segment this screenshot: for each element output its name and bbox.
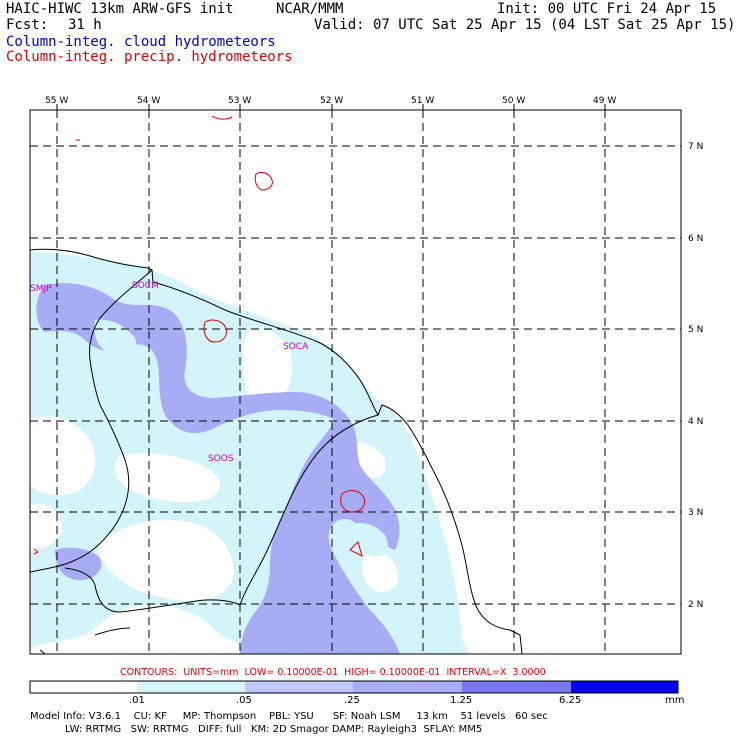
station-smjp: SMJP: [30, 284, 52, 294]
station-soca: SOCA: [283, 342, 309, 352]
lat-label-3n: 3 N: [688, 508, 703, 518]
lon-label-52w: 52 W: [320, 96, 343, 106]
lat-label-6n: 6 N: [688, 234, 703, 244]
lon-label-50w: 50 W: [502, 96, 525, 106]
model-info-line2: LW: RRTMG SW: RRTMG DIFF: full KM: 2D Sm…: [30, 724, 483, 735]
field-cloud-label: Column-integ. cloud hydrometeors: [6, 34, 276, 50]
forecast-hours: 31 h: [68, 17, 102, 33]
lat-label-4n: 4 N: [688, 417, 703, 427]
lon-label-55w: 55 W: [45, 96, 68, 106]
valid-time: Valid: 07 UTC Sat 25 Apr 15 (04 LST Sat …: [314, 17, 736, 33]
precip-contours: [33, 115, 365, 557]
lat-label-2n: 2 N: [688, 600, 703, 610]
colorbar-units: mm: [665, 695, 685, 706]
lon-label-54w: 54 W: [137, 96, 160, 106]
colorbar-label-4: 6.25: [559, 695, 582, 706]
lat-label-7n: 7 N: [688, 142, 703, 152]
lat-label-5n: 5 N: [688, 325, 703, 335]
colorbar: [29, 680, 679, 694]
colorbar-label-3: 1.25: [450, 695, 473, 706]
field-precip-label: Column-integ. precip. hydrometeors: [6, 49, 293, 65]
org-label: NCAR/MMM: [276, 1, 344, 17]
coastline: [30, 248, 523, 654]
lon-label-49w: 49 W: [593, 96, 616, 106]
forecast-label: Fcst:: [6, 17, 49, 33]
lon-label-51w: 51 W: [411, 96, 434, 106]
station-soos: SOOS: [208, 454, 234, 464]
colorbar-label-1: .05: [236, 695, 252, 706]
colorbar-label-2: .25: [344, 695, 360, 706]
colorbar-label-0: .01: [129, 695, 145, 706]
init-time: Init: 00 UTC Fri 24 Apr 15: [497, 1, 717, 17]
contour-info: CONTOURS: UNITS=mm LOW= 0.10000E-01 HIGH…: [120, 667, 546, 678]
lon-label-53w: 53 W: [228, 96, 251, 106]
cloud-region-medium: [36, 283, 400, 654]
station-socm: SOCM: [132, 281, 159, 291]
map-frame: [29, 109, 682, 655]
title-left: HAIC-HIWC 13km ARW-GFS init: [6, 1, 234, 17]
model-info-line1: Model Info: V3.6.1 CU: KF MP: Thompson P…: [30, 711, 548, 722]
